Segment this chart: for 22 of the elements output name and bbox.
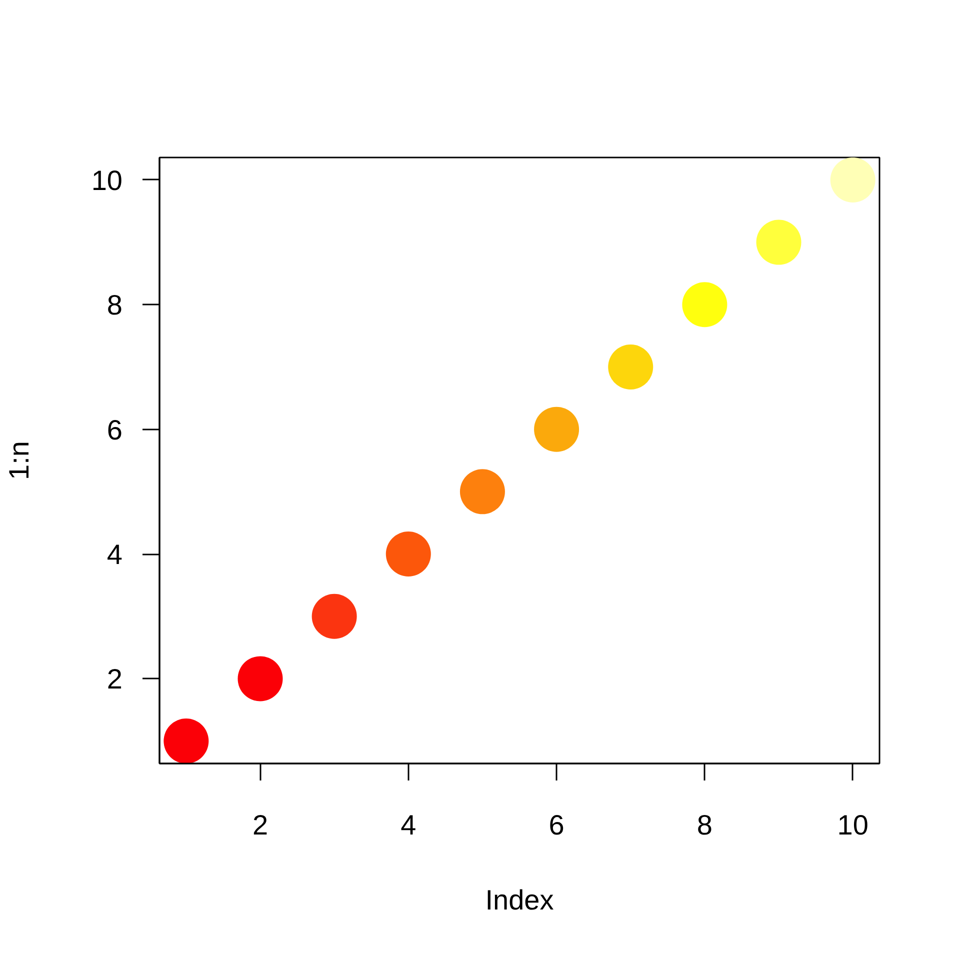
x-tick-label: 2 [252, 810, 268, 840]
y-tick-label: 4 [106, 539, 123, 570]
x-tick-label: 8 [696, 810, 712, 840]
y-tick-label: 10 [91, 164, 123, 196]
point [164, 718, 209, 764]
x-axis-title: Index [485, 884, 554, 916]
point [386, 532, 431, 576]
y-axis-title: 1:n [3, 441, 34, 480]
x-tick-label: 4 [400, 810, 416, 840]
point [460, 469, 505, 514]
x-tick-label: 6 [548, 810, 564, 840]
point [830, 158, 876, 202]
point [756, 220, 802, 265]
y-tick-label: 6 [106, 414, 123, 446]
y-tick-label: 2 [106, 664, 123, 695]
point [238, 656, 283, 702]
point [608, 344, 654, 390]
point [534, 406, 580, 452]
y-tick-label: 8 [106, 290, 123, 321]
point [312, 594, 357, 639]
point [682, 282, 728, 328]
x-tick-label: 10 [837, 810, 868, 840]
